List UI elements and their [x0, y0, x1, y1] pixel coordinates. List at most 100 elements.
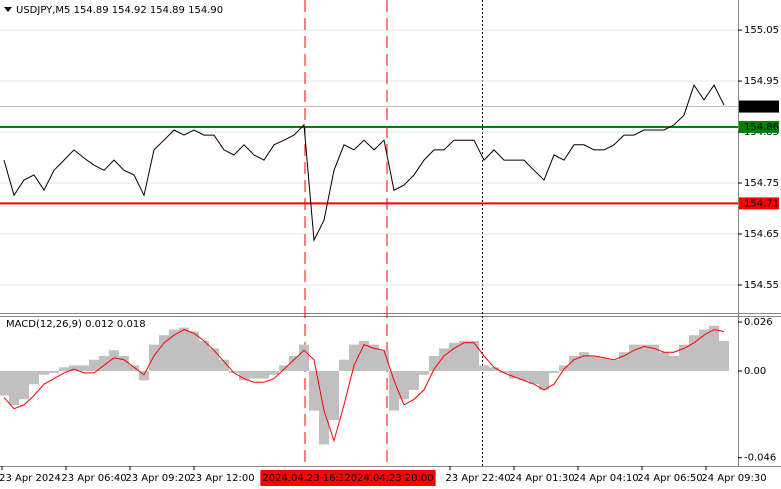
histogram-bar — [29, 371, 39, 385]
y-tick-label: 154.75 — [744, 178, 779, 189]
histogram-bar — [399, 371, 409, 400]
histogram-bar — [89, 359, 99, 372]
histogram-bar — [159, 335, 169, 372]
histogram-bar — [219, 359, 229, 372]
histogram-bar — [499, 371, 509, 373]
histogram-bar — [279, 365, 289, 372]
histogram-bar — [559, 365, 569, 372]
histogram-bar — [699, 329, 709, 372]
histogram-bar — [329, 371, 339, 421]
histogram-bar — [349, 344, 359, 372]
x-tick-label: 24 Apr 09:30 — [701, 473, 766, 484]
y-tick-label: 154.55 — [744, 280, 779, 291]
histogram-bar — [709, 325, 719, 372]
chart-title: USDJPY,M5 154.89 154.92 154.89 154.90 — [16, 5, 223, 16]
histogram-bar — [539, 371, 549, 390]
histogram-bar — [39, 371, 49, 375]
histogram-bar — [69, 365, 79, 372]
histogram-bar — [79, 365, 89, 372]
histogram-bar — [299, 344, 309, 372]
histogram-bar — [439, 348, 449, 372]
histogram-bar — [659, 352, 669, 372]
histogram-bar — [639, 344, 649, 372]
histogram-bar — [259, 371, 269, 379]
histogram-bar — [269, 371, 279, 375]
histogram-bar — [519, 371, 529, 381]
histogram-bar — [489, 367, 499, 372]
histogram-bar — [139, 371, 149, 381]
histogram-bar — [179, 327, 189, 372]
histogram-bar — [449, 342, 459, 372]
x-tick-label: 24 Apr 06:50 — [637, 473, 702, 484]
signal-line — [3, 329, 725, 443]
level-label: 154.86 — [744, 122, 779, 133]
indicator-title: MACD(12,26,9) 0.012 0.018 — [6, 319, 146, 330]
x-tick-label: 23 Apr 09:20 — [125, 473, 190, 484]
histogram-bar — [389, 371, 399, 411]
histogram-bar — [199, 340, 209, 372]
histogram-bar — [289, 355, 299, 372]
histogram-bar — [59, 367, 69, 372]
histogram-bar — [459, 340, 469, 372]
histogram-bar — [49, 371, 59, 373]
level-label: 154.71 — [744, 198, 779, 209]
event-label-box — [342, 470, 436, 486]
histogram-bar — [579, 352, 589, 372]
event-label: 2024.04.23 20:00 — [344, 473, 433, 484]
y-tick-label: 154.65 — [744, 229, 779, 240]
histogram-bar — [149, 344, 159, 372]
histogram-bar — [589, 355, 599, 372]
level-label-box — [739, 197, 779, 210]
y-tick-label: 0.026 — [744, 317, 773, 328]
histogram-bar — [419, 371, 429, 375]
histogram-bar — [169, 329, 179, 372]
histogram-bar — [679, 344, 689, 372]
x-tick-label: 23 Apr 12:00 — [189, 473, 254, 484]
histogram-bar — [569, 355, 579, 372]
histogram-bar — [129, 365, 139, 372]
x-tick-label: 23 Apr 06:40 — [61, 473, 126, 484]
histogram-bar — [549, 371, 559, 373]
histogram-bar — [429, 355, 439, 372]
histogram-bar — [669, 355, 679, 372]
histogram-bar — [619, 352, 629, 372]
x-tick-label: 23 Apr 22:40 — [445, 473, 510, 484]
histogram-bar — [319, 371, 329, 445]
x-tick-label: 24 Apr 04:10 — [573, 473, 638, 484]
histogram-bar — [719, 340, 729, 372]
x-tick-label: 24 Apr 01:30 — [509, 473, 574, 484]
histogram-bar — [479, 365, 489, 372]
histogram-bar — [239, 371, 249, 381]
price-line — [3, 83, 725, 242]
histogram-bar — [309, 371, 319, 411]
histogram-bar — [0, 371, 9, 396]
histogram-bar — [409, 371, 419, 390]
histogram-bar — [629, 344, 639, 372]
histogram-bar — [229, 371, 239, 373]
histogram-bar — [109, 350, 119, 372]
histogram-bar — [119, 355, 129, 372]
histogram-bar — [189, 331, 199, 372]
histogram-bar — [689, 335, 699, 372]
histogram-bar — [209, 348, 219, 372]
histogram-bar — [359, 340, 369, 372]
event-label-box — [260, 470, 354, 486]
histogram-bar — [529, 371, 539, 385]
x-tick-label: 23 Apr 2024 — [0, 473, 61, 484]
y-tick-label: -0.046 — [744, 453, 776, 464]
histogram-bar — [19, 371, 29, 400]
histogram-bar — [9, 371, 19, 405]
y-tick-label: 154.95 — [744, 76, 779, 87]
event-label: 2024.04.23 16:35 — [262, 473, 351, 484]
histogram-bar — [599, 357, 609, 372]
level-label-box — [739, 120, 779, 133]
histogram-bar — [609, 359, 619, 372]
histogram-bar — [339, 359, 349, 372]
histogram-bar — [249, 371, 259, 379]
histogram-bar — [99, 355, 109, 372]
dropdown-icon[interactable] — [4, 7, 12, 12]
histogram-bar — [509, 371, 519, 379]
histogram-bar — [369, 344, 379, 372]
